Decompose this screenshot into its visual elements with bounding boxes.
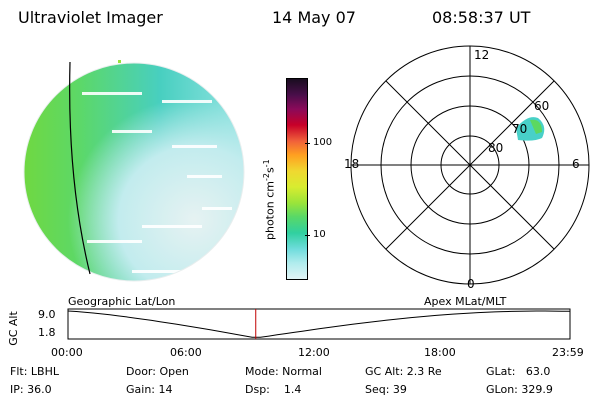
- mlt-label-6: 6: [572, 157, 580, 171]
- mlt-label-0: 0: [467, 277, 475, 291]
- unit-prefix: photon cm: [263, 181, 277, 240]
- unit-mid: s: [263, 167, 277, 174]
- mlt-label-12: 12: [474, 48, 489, 62]
- filter-info: Flt: LBHL: [10, 365, 59, 378]
- x-tick-1800: 18:00: [424, 346, 456, 359]
- polar-plot: 12 18 6 0 60 70 80: [344, 45, 590, 291]
- unit-exp1: -2: [262, 173, 271, 182]
- x-tick-2359: 23:59: [552, 346, 584, 359]
- color-scale-bar: [286, 78, 308, 280]
- x-tick-0600: 06:00: [170, 346, 202, 359]
- earth-image: [23, 60, 245, 282]
- unit-exp2: -1: [262, 159, 271, 168]
- colorbar-tick-100: [305, 143, 310, 144]
- mode-info: Mode: Normal: [245, 365, 322, 378]
- apex-label: Apex MLat/MLT: [424, 295, 507, 308]
- colorbar-tick-10: [305, 235, 310, 236]
- door-info: Door: Open: [126, 365, 189, 378]
- seq-info: Seq: 39: [365, 383, 407, 396]
- y-label-bottom: 1.8: [38, 326, 56, 339]
- colorbar-unit-label: photon cm-2s-1: [262, 159, 277, 240]
- x-tick-0000: 00:00: [51, 346, 83, 359]
- glon-info: GLon: 329.9: [486, 383, 553, 396]
- colorbar-label-10: 10: [313, 229, 326, 240]
- lat-label-70: 70: [512, 122, 527, 136]
- observation-date: 14 May 07: [272, 8, 356, 27]
- x-tick-1200: 12:00: [298, 346, 330, 359]
- instrument-title: Ultraviolet Imager: [18, 8, 163, 27]
- ip-info: IP: 36.0: [10, 383, 52, 396]
- dsp-info: Dsp: 1.4: [245, 383, 302, 396]
- colorbar-label-100: 100: [313, 137, 333, 148]
- gc-alt-axis-title: GC Alt: [6, 311, 20, 346]
- lat-label-60: 60: [534, 99, 549, 113]
- gc-alt-info: GC Alt: 2.3 Re: [365, 365, 442, 378]
- geo-latlon-label: Geographic Lat/Lon: [68, 295, 176, 308]
- mlt-label-18: 18: [344, 157, 359, 171]
- observation-time: 08:58:37 UT: [432, 8, 531, 27]
- glat-info: GLat: 63.0: [486, 365, 551, 378]
- altitude-timeline: [67, 308, 571, 340]
- lat-label-80: 80: [488, 141, 503, 155]
- gain-info: Gain: 14: [126, 383, 173, 396]
- y-label-top: 9.0: [38, 308, 56, 321]
